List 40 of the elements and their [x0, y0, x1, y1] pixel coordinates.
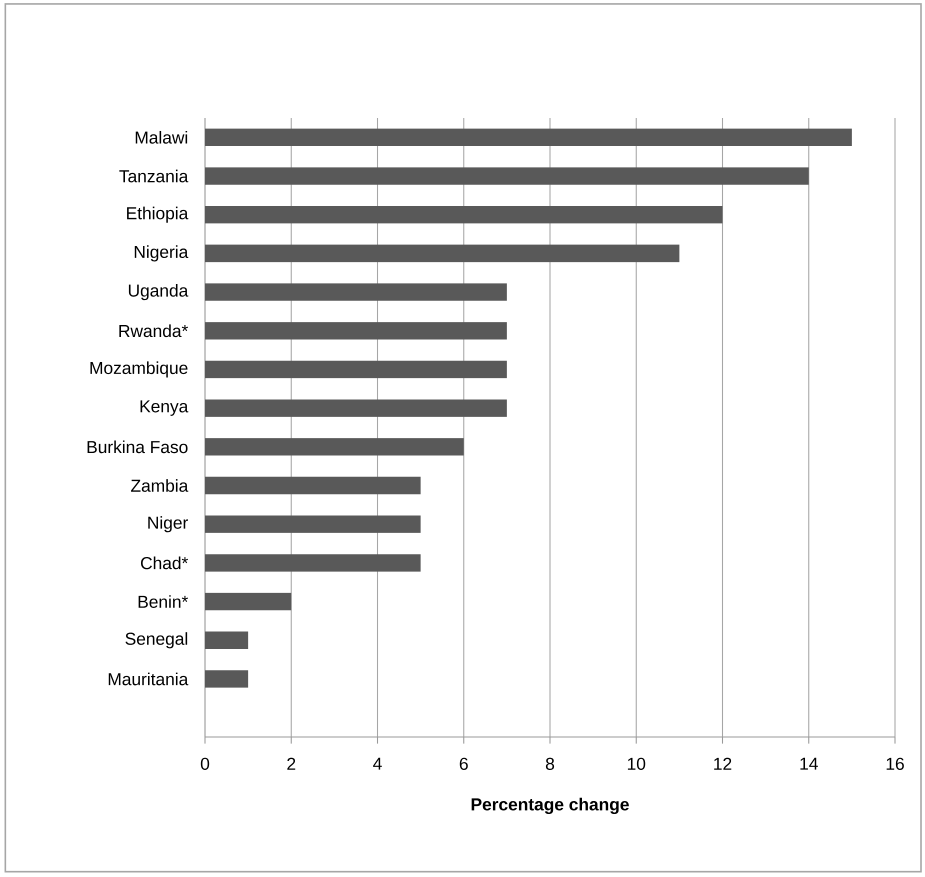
bar	[205, 632, 248, 649]
bar	[205, 670, 248, 688]
x-axis-title: Percentage change	[472, 798, 629, 814]
bar	[205, 554, 421, 572]
y-tick-label: Niger	[148, 516, 188, 532]
bar	[205, 476, 421, 494]
y-tick-label: Senegal	[125, 632, 188, 648]
bar	[205, 206, 722, 224]
x-tick-label: 12	[714, 758, 732, 770]
bar	[205, 283, 507, 301]
y-tick-label: Chad*	[140, 556, 188, 570]
x-tick-label: 6	[460, 758, 468, 770]
bar	[205, 128, 852, 146]
bar	[205, 167, 809, 185]
y-tick-label: Tanzania	[119, 170, 188, 182]
y-tick-label: Burkina Faso	[88, 440, 188, 454]
x-tick-label: 8	[546, 758, 554, 770]
y-tick-label: Uganda	[128, 284, 188, 300]
bar	[205, 592, 292, 610]
x-tick-label: 4	[373, 758, 382, 770]
bar	[205, 399, 507, 417]
y-tick-label: Rwanda*	[119, 324, 188, 338]
x-tick-label: 0	[200, 758, 210, 770]
y-tick-label: Mozambique	[90, 361, 188, 378]
x-tick-label: 2	[287, 758, 296, 770]
y-tick-label: Mauritania	[108, 672, 188, 686]
bar	[205, 438, 464, 456]
bar	[205, 244, 680, 262]
y-tick-label: Malawi	[136, 130, 188, 144]
x-tick-label: 14	[800, 758, 818, 770]
x-tick-label: 16	[886, 758, 904, 770]
bar	[205, 360, 507, 378]
y-tick-label: Ethiopia	[127, 206, 188, 223]
y-tick-label: Zambia	[131, 479, 188, 492]
bar	[205, 516, 421, 533]
y-tick-label: Benin*	[138, 595, 188, 608]
x-tick-label: 10	[628, 758, 646, 770]
y-tick-label: Kenya	[140, 400, 188, 416]
bar	[205, 322, 507, 340]
y-tick-label: Nigeria	[134, 245, 188, 262]
